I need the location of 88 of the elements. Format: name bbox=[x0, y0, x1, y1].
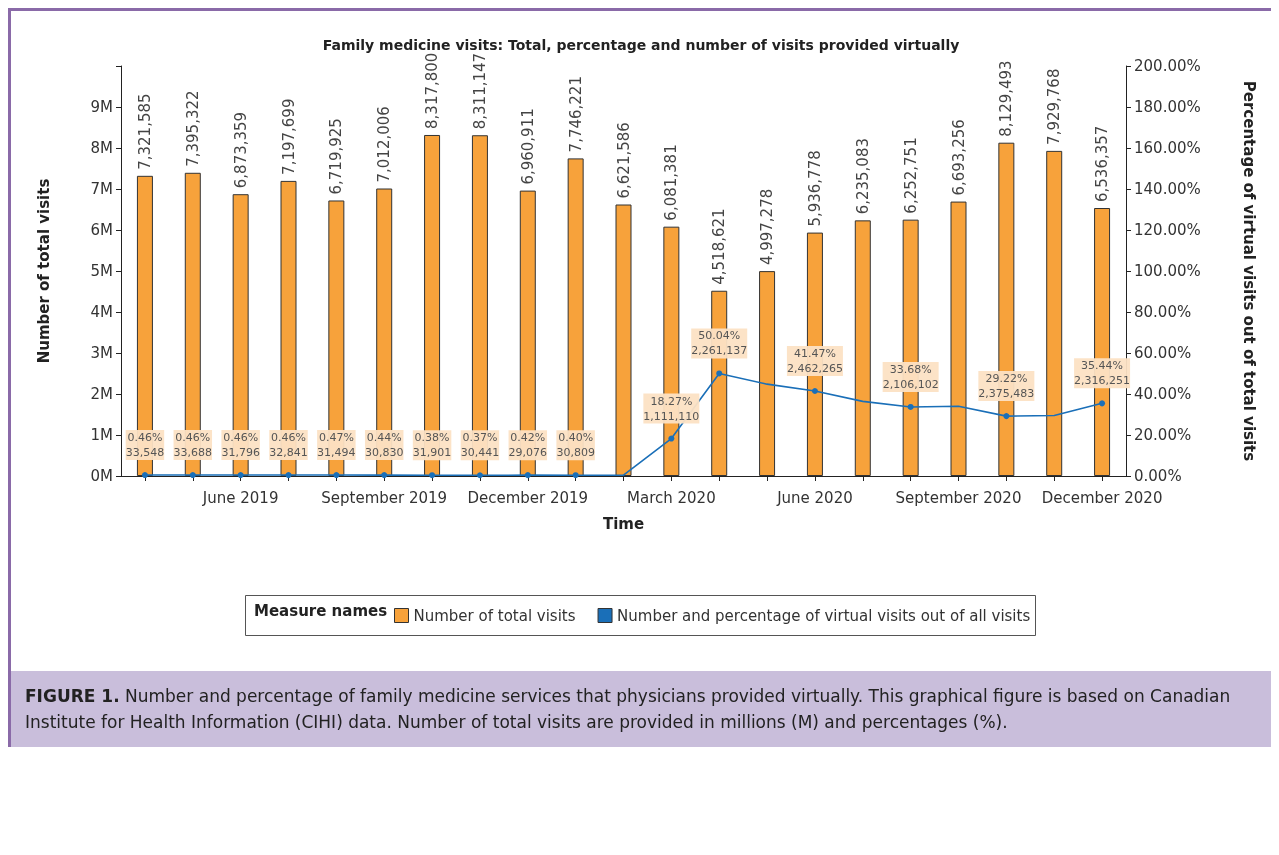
legend-label: Number of total visits bbox=[413, 606, 576, 625]
x-tick-label: June 2020 bbox=[776, 488, 853, 507]
data-label: 8,129,493 bbox=[997, 60, 1016, 137]
y2-tick-label: 120.00% bbox=[1134, 221, 1201, 239]
y-tick-label: 9M bbox=[90, 98, 113, 116]
data-label: 6,873,359 bbox=[231, 111, 250, 189]
y2-tick-label: 40.00% bbox=[1134, 385, 1192, 403]
point bbox=[811, 387, 818, 394]
chart-title: Family medicine visits: Total, percentage and number of visits provided virtually bbox=[322, 37, 960, 53]
y-tick-label: 7M bbox=[90, 180, 113, 198]
point bbox=[524, 472, 531, 479]
data-label: 0.40% 30,809 bbox=[556, 431, 595, 460]
x-tick-label: June 2019 bbox=[201, 488, 279, 507]
y-tick-label: 3M bbox=[90, 344, 113, 362]
y2-tick-label: 0.00% bbox=[1134, 467, 1182, 485]
data-label: 35.44% 2,316,251 bbox=[1074, 359, 1131, 388]
data-label: 0.38% 31,901 bbox=[412, 431, 452, 460]
y2-tick-label: 100.00% bbox=[1134, 262, 1201, 280]
x-tick-label: March 2020 bbox=[627, 488, 716, 507]
y-tick-label: 4M bbox=[90, 303, 113, 321]
y2-tick-label: 20.00% bbox=[1134, 426, 1192, 444]
data-label: 8,317,800 bbox=[423, 52, 442, 129]
y-tick-label: 1M bbox=[90, 426, 113, 444]
data-label: 7,746,221 bbox=[566, 76, 585, 153]
data-label: 0.47% 31,494 bbox=[317, 431, 356, 460]
x-tick-label: December 2019 bbox=[467, 488, 589, 507]
data-label: 7,012,006 bbox=[375, 106, 394, 183]
y-tick-label: 6M bbox=[90, 221, 113, 239]
data-label: 0.46% 33,548 bbox=[125, 431, 165, 460]
y2-tick-label: 200.00% bbox=[1134, 57, 1201, 75]
data-label: 7,929,768 bbox=[1045, 68, 1064, 145]
y2-tick-label: 160.00% bbox=[1134, 139, 1201, 157]
bar bbox=[615, 204, 632, 476]
data-label: 6,235,083 bbox=[853, 138, 872, 215]
point bbox=[1099, 400, 1106, 407]
data-label: 6,081,381 bbox=[662, 144, 681, 221]
data-label: 0.42% 29,076 bbox=[508, 431, 548, 460]
point bbox=[141, 472, 148, 479]
x-tick-label: December 2020 bbox=[1041, 488, 1163, 507]
data-label: 0.37% 30,441 bbox=[460, 431, 500, 460]
data-label: 7,197,699 bbox=[279, 98, 298, 175]
data-label: 0.46% 32,841 bbox=[269, 431, 308, 460]
data-label: 0.46% 33,688 bbox=[173, 431, 213, 460]
point bbox=[716, 370, 723, 377]
y-axis-title: Number of total visits bbox=[34, 178, 53, 364]
legend-label: Number and percentage of virtual visits out of all visits bbox=[617, 606, 1031, 625]
y2-axis-title: Percentage of virtual visits out of total visits bbox=[1239, 80, 1258, 462]
x-axis-title: Time bbox=[602, 514, 645, 533]
bar bbox=[1046, 150, 1063, 476]
point bbox=[668, 435, 675, 442]
data-label: 6,960,911 bbox=[518, 108, 537, 185]
y2-tick-label: 60.00% bbox=[1134, 344, 1192, 362]
x-tick-label: September 2019 bbox=[321, 488, 448, 507]
data-label: 4,518,621 bbox=[710, 208, 729, 285]
data-label: 6,719,925 bbox=[327, 118, 346, 195]
data-label: 5,936,778 bbox=[805, 150, 824, 227]
data-label: 6,536,357 bbox=[1093, 125, 1112, 203]
point bbox=[476, 472, 483, 479]
point bbox=[907, 403, 914, 410]
data-label: 33.68% 2,106,102 bbox=[882, 362, 939, 391]
y2-tick-label: 140.00% bbox=[1134, 180, 1201, 198]
y-tick-label: 8M bbox=[90, 139, 113, 157]
data-label: 7,395,322 bbox=[183, 90, 202, 167]
data-label: 4,997,278 bbox=[758, 188, 777, 266]
data-label: 8,311,147 bbox=[470, 52, 489, 130]
data-label: 0.44% 30,830 bbox=[364, 431, 404, 460]
y-tick-label: 2M bbox=[90, 385, 113, 403]
data-label: 50.04% 2,261,137 bbox=[691, 329, 748, 358]
point bbox=[189, 472, 196, 479]
data-label: 7,321,585 bbox=[135, 93, 154, 170]
point bbox=[1003, 413, 1010, 420]
data-label: 6,252,751 bbox=[901, 137, 920, 214]
data-label: 0.46% 31,796 bbox=[221, 431, 260, 460]
legend-title: Measure names bbox=[254, 601, 388, 620]
data-label: 41.47% 2,462,265 bbox=[786, 346, 843, 375]
y2-tick-label: 80.00% bbox=[1134, 303, 1192, 321]
y-tick-label: 0M bbox=[90, 467, 113, 485]
x-tick-label: September 2020 bbox=[895, 488, 1022, 507]
data-label: 6,693,256 bbox=[949, 119, 968, 196]
bar bbox=[854, 220, 871, 476]
data-label: 18.27% 1,111,110 bbox=[643, 394, 700, 423]
data-label: 6,621,586 bbox=[614, 122, 633, 199]
bar bbox=[759, 271, 776, 476]
bar bbox=[950, 201, 967, 476]
caption: FIGURE 1. Number and percentage of family medicine services that physicians provided virtually. This graphical figure is based on Canadian Institute for Health Information (CIHI) data. Number of total visits are provided in millions (M) and percentages (%). bbox=[11, 671, 1271, 747]
y-tick-label: 5M bbox=[90, 262, 113, 280]
data-label: 29.22% 2,375,483 bbox=[978, 372, 1035, 401]
y2-tick-label: 180.00% bbox=[1134, 98, 1201, 116]
